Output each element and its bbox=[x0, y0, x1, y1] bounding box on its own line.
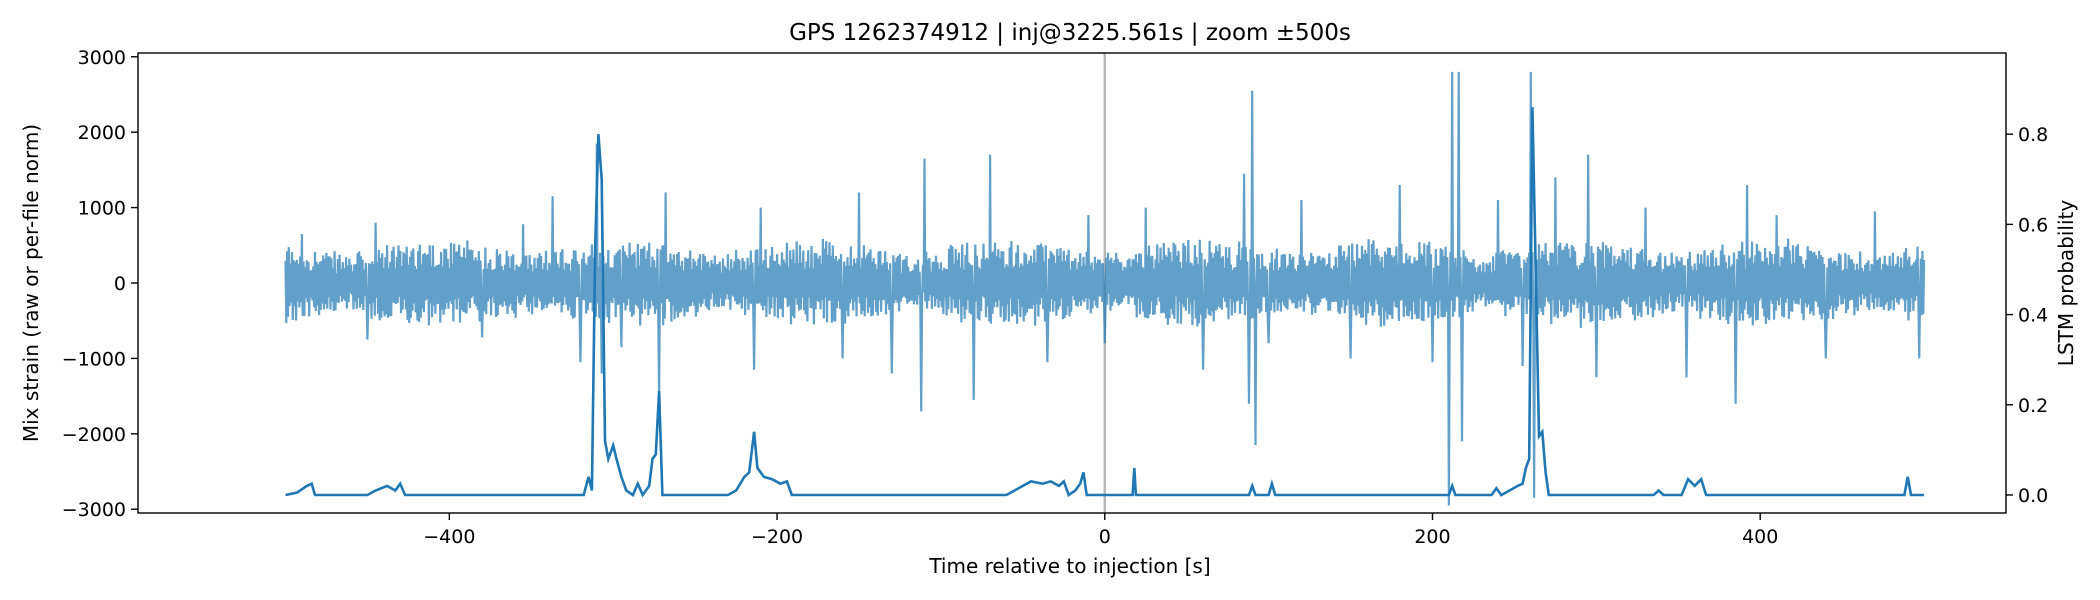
left-y-axis: −3000 −2000 −1000 0 1000 2000 3000 bbox=[62, 47, 138, 521]
right-y-tick-label: 0.4 bbox=[2018, 305, 2048, 327]
right-y-tick-label: 0.6 bbox=[2018, 214, 2048, 236]
x-axis: −400 −200 0 200 400 bbox=[423, 513, 1778, 548]
strain-series-line bbox=[284, 71, 1926, 506]
chart-title: GPS 1262374912 | inj@3225.561s | zoom ±5… bbox=[789, 20, 1351, 46]
right-y-axis: 0.0 0.2 0.4 0.6 0.8 bbox=[2006, 124, 2048, 507]
x-axis-label: Time relative to injection [s] bbox=[928, 554, 1210, 578]
x-tick-label: −200 bbox=[751, 526, 803, 548]
right-y-tick-label: 0.8 bbox=[2018, 124, 2048, 146]
x-tick-label: 200 bbox=[1414, 526, 1450, 548]
right-y-axis-label: LSTM probability bbox=[2054, 200, 2078, 367]
x-tick-label: −400 bbox=[423, 526, 475, 548]
left-y-tick-label: −2000 bbox=[62, 424, 126, 446]
left-y-axis-label: Mix strain (raw or per-file norm) bbox=[19, 124, 43, 442]
left-y-tick-label: −3000 bbox=[62, 499, 126, 521]
lstm-probability-line bbox=[285, 107, 1925, 498]
x-tick-label: 0 bbox=[1099, 526, 1111, 548]
left-y-tick-label: 3000 bbox=[78, 47, 126, 69]
left-y-tick-label: 2000 bbox=[78, 122, 126, 144]
x-tick-label: 400 bbox=[1742, 526, 1778, 548]
right-y-tick-label: 0.0 bbox=[2018, 485, 2048, 507]
left-y-tick-label: 0 bbox=[114, 273, 126, 295]
right-y-tick-label: 0.2 bbox=[2018, 395, 2048, 417]
series-layer bbox=[284, 71, 1926, 506]
left-y-tick-label: −1000 bbox=[62, 348, 126, 370]
left-y-tick-label: 1000 bbox=[78, 198, 126, 220]
